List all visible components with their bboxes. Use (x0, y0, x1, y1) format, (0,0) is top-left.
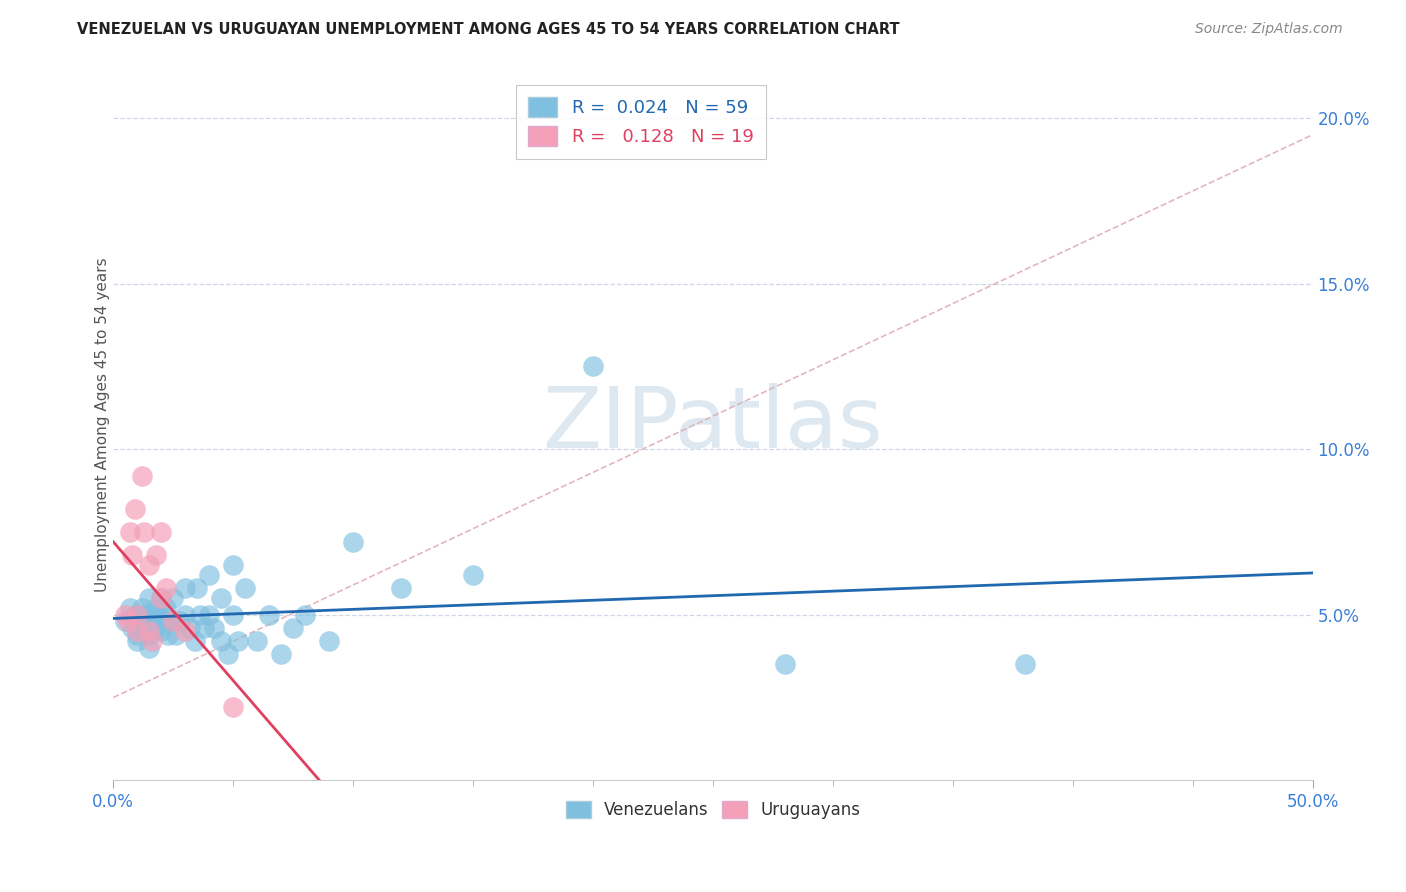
Point (184, 634, 207, 648)
Point (131, 468, 153, 483)
Point (202, 621, 225, 635)
Point (131, 621, 153, 635)
Point (294, 607, 316, 622)
Point (188, 607, 211, 622)
Point (461, 568, 484, 582)
Point (138, 640, 160, 655)
Point (198, 607, 221, 622)
Point (134, 607, 156, 622)
Point (186, 582, 208, 596)
Point (138, 615, 160, 629)
Point (209, 634, 232, 648)
Point (155, 601, 177, 615)
Point (389, 582, 412, 596)
Point (174, 624, 197, 639)
Point (127, 607, 149, 622)
Point (141, 634, 163, 648)
Point (342, 535, 364, 549)
Text: VENEZUELAN VS URUGUAYAN UNEMPLOYMENT AMONG AGES 45 TO 54 YEARS CORRELATION CHART: VENEZUELAN VS URUGUAYAN UNEMPLOYMENT AMO… (77, 22, 900, 37)
Point (198, 568, 221, 582)
Y-axis label: Unemployment Among Ages 45 to 54 years: Unemployment Among Ages 45 to 54 years (94, 257, 110, 591)
Point (318, 634, 340, 648)
Point (138, 627, 160, 641)
Point (174, 607, 197, 622)
Point (270, 648, 292, 662)
Point (127, 634, 149, 648)
Point (127, 627, 149, 641)
Point (773, 657, 796, 672)
Point (138, 624, 160, 639)
Point (169, 615, 191, 629)
Point (174, 582, 197, 596)
Point (179, 621, 201, 635)
Point (150, 591, 173, 606)
Point (150, 607, 173, 622)
Point (145, 621, 167, 635)
Point (222, 607, 245, 622)
Point (222, 700, 245, 714)
Point (162, 615, 184, 629)
Point (117, 615, 139, 629)
Point (131, 601, 153, 615)
Point (162, 591, 184, 606)
Point (150, 591, 173, 606)
Text: Source: ZipAtlas.com: Source: ZipAtlas.com (1195, 22, 1343, 37)
Point (157, 627, 180, 641)
Legend: Venezuelans, Uruguayans: Venezuelans, Uruguayans (560, 794, 868, 825)
Point (246, 634, 269, 648)
Point (150, 524, 173, 539)
Point (138, 591, 160, 606)
Point (124, 501, 146, 516)
Point (124, 607, 146, 622)
Point (143, 615, 166, 629)
Point (162, 615, 184, 629)
Point (121, 621, 143, 635)
Point (226, 634, 249, 648)
Point (120, 601, 142, 615)
Point (1014, 657, 1036, 672)
Point (120, 524, 142, 539)
Point (145, 601, 167, 615)
Point (582, 359, 605, 374)
Text: ZIPatlas: ZIPatlas (543, 383, 883, 466)
Point (121, 548, 143, 562)
Point (150, 624, 173, 639)
Point (209, 591, 232, 606)
Point (283, 621, 305, 635)
Point (222, 558, 245, 573)
Point (193, 621, 215, 635)
Point (138, 558, 160, 573)
Point (141, 607, 163, 622)
Point (145, 548, 167, 562)
Point (155, 582, 177, 596)
Point (127, 607, 149, 622)
Point (233, 582, 256, 596)
Point (127, 624, 149, 639)
Point (257, 607, 280, 622)
Point (127, 615, 149, 629)
Point (114, 615, 136, 629)
Point (114, 607, 136, 622)
Point (217, 648, 239, 662)
Point (165, 627, 187, 641)
Point (148, 607, 170, 622)
Point (134, 524, 156, 539)
Point (155, 615, 177, 629)
